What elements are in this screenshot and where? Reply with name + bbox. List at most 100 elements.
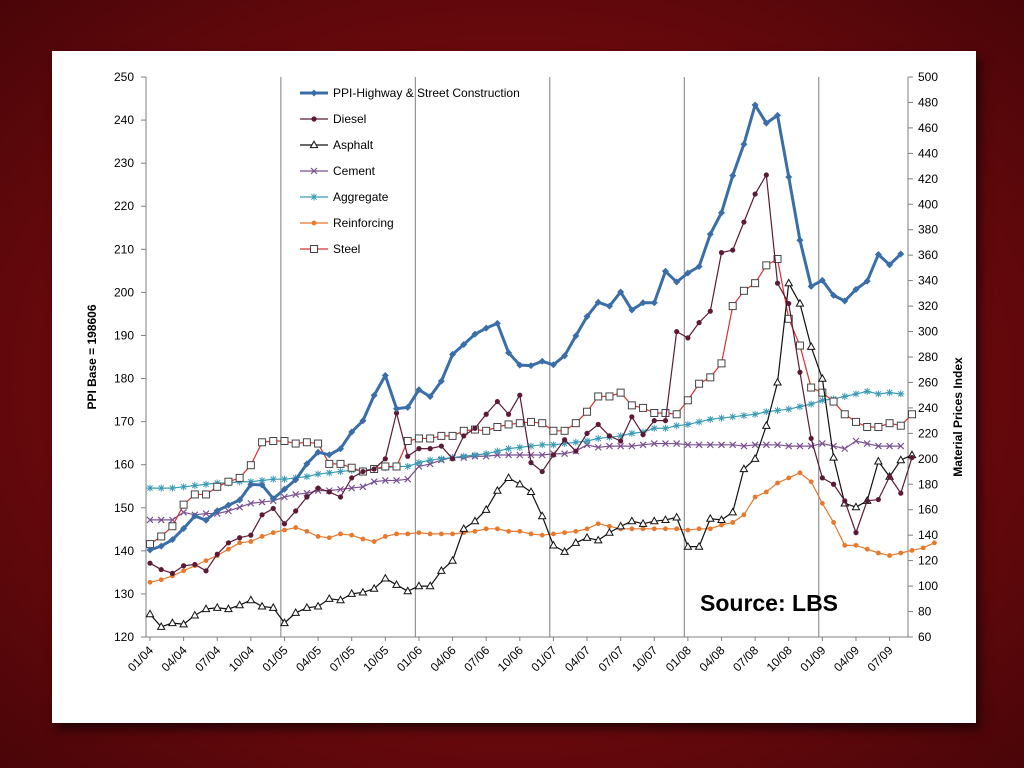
data-point: [695, 263, 703, 271]
data-point: [483, 411, 489, 417]
data-point: [549, 441, 557, 449]
data-point: [717, 359, 726, 368]
data-point: [538, 441, 546, 449]
data-point: [325, 469, 333, 477]
data-point: [180, 483, 188, 491]
data-point: [762, 261, 771, 270]
data-point: [214, 551, 220, 557]
data-point: [516, 361, 524, 369]
data-point: [706, 230, 714, 238]
data-point: [436, 565, 446, 574]
data-point: [157, 516, 165, 524]
data-point: [684, 420, 692, 428]
data-point: [729, 172, 737, 180]
x-tick-label: 01/06: [394, 643, 425, 674]
data-point: [774, 280, 781, 286]
data-point: [381, 477, 389, 484]
legend-label: Cement: [333, 164, 376, 178]
data-point: [674, 328, 680, 335]
x-tick-label: 07/07: [596, 643, 627, 674]
data-point: [393, 405, 401, 413]
data-point: [202, 516, 210, 524]
data-point: [202, 510, 210, 517]
data-point: [404, 403, 412, 411]
data-point: [179, 619, 189, 628]
data-point: [707, 308, 713, 314]
data-point: [311, 220, 317, 226]
data-point: [471, 451, 479, 459]
data-point: [504, 473, 514, 482]
y-tick-label: 150: [114, 501, 134, 515]
data-point: [224, 501, 232, 509]
data-point: [886, 442, 894, 450]
data-point: [784, 278, 794, 287]
data-point: [684, 269, 692, 277]
data-point: [392, 579, 401, 588]
data-point: [774, 111, 782, 119]
data-point: [349, 475, 355, 481]
data-point: [561, 450, 569, 458]
data-point: [719, 522, 724, 528]
data-point: [292, 491, 300, 498]
data-point: [504, 420, 513, 429]
data-point: [561, 352, 569, 360]
data-point: [650, 409, 659, 417]
data-point: [706, 441, 714, 449]
data-point: [628, 429, 636, 437]
data-point: [750, 453, 760, 462]
data-point: [528, 531, 534, 537]
data-point: [685, 335, 691, 341]
y2-tick-label: 180: [918, 477, 938, 491]
data-point: [583, 407, 592, 416]
data-point: [426, 434, 435, 443]
x-tick-label: 01/04: [125, 643, 156, 674]
series-diesel: [147, 172, 915, 576]
data-point: [628, 442, 636, 450]
legend-label: Steel: [333, 242, 360, 256]
data-point: [326, 535, 332, 541]
data-point: [605, 392, 614, 401]
data-point: [618, 438, 624, 444]
data-point: [258, 476, 266, 484]
data-point: [258, 438, 267, 447]
data-point: [338, 531, 343, 537]
data-point: [830, 481, 837, 487]
data-point: [806, 341, 816, 350]
data-point: [786, 475, 792, 481]
data-point: [739, 464, 749, 473]
data-point: [604, 527, 614, 536]
data-point: [359, 483, 367, 491]
data-point: [818, 276, 826, 284]
data-point: [482, 324, 490, 332]
data-point: [293, 508, 299, 514]
data-point: [673, 422, 681, 430]
data-point: [852, 285, 860, 293]
x-tick-label: 10/04: [226, 643, 257, 674]
data-point: [909, 454, 915, 461]
data-point: [807, 400, 815, 408]
data-point: [729, 441, 737, 449]
data-point: [695, 379, 704, 388]
data-point: [303, 460, 311, 468]
data-point: [180, 524, 188, 532]
y-tick-label: 200: [114, 285, 134, 299]
legend-item: Diesel: [300, 112, 366, 126]
data-point: [416, 446, 422, 452]
data-point: [269, 437, 278, 445]
data-point: [829, 397, 838, 406]
y2-tick-label: 380: [918, 223, 938, 237]
data-point: [393, 477, 400, 484]
y2-tick-label: 140: [918, 528, 938, 542]
data-point: [718, 414, 725, 422]
data-point: [201, 604, 211, 613]
data-point: [649, 516, 659, 525]
data-point: [414, 434, 423, 443]
data-point: [617, 288, 625, 296]
data-point: [560, 546, 570, 555]
data-point: [560, 426, 569, 435]
data-point: [526, 487, 536, 496]
data-point: [628, 306, 636, 314]
data-point: [438, 531, 444, 537]
data-point: [572, 332, 580, 340]
y2-tick-label: 60: [918, 630, 932, 644]
